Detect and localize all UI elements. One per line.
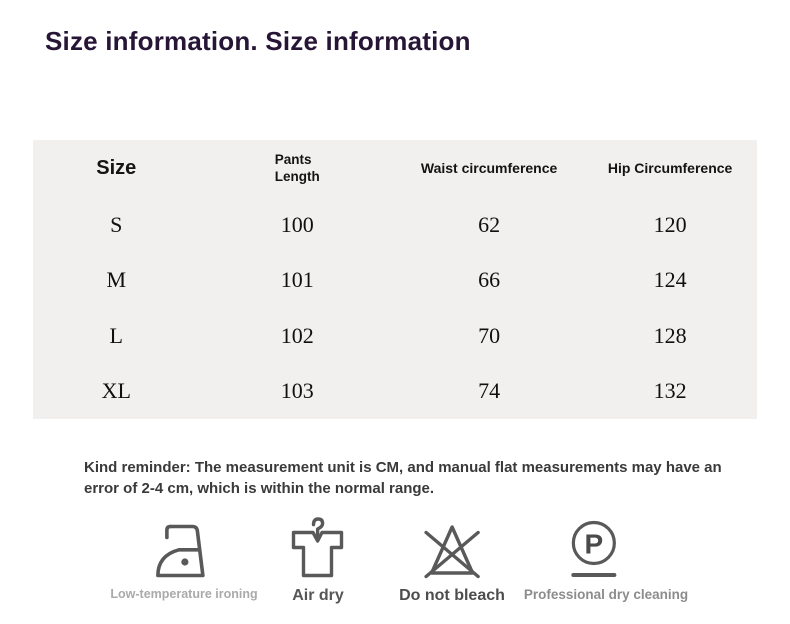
measurement-reminder-text: Kind reminder: The measurement unit is C… — [84, 459, 722, 498]
cell-waist: 74 — [478, 378, 501, 404]
care-instructions-row: Low-temperature ironing Air dry Do not b… — [0, 514, 790, 606]
cell-size: XL — [101, 378, 131, 404]
table-header-row: Size Pants Length Waist circumference Hi… — [33, 140, 757, 197]
cell-pants-length: 103 — [280, 378, 314, 404]
iron-icon — [151, 514, 217, 580]
care-label: Professional dry cleaning — [523, 587, 689, 602]
cell-hip: 120 — [653, 211, 687, 237]
cell-size: L — [109, 322, 123, 348]
header-cell-pants-length: Pants Length — [200, 152, 395, 186]
page-title: Size information. Size information — [45, 26, 471, 56]
care-item-low-temp-ironing: Low-temperature ironing — [110, 514, 258, 601]
table-row-m: M 101 66 124 — [33, 253, 757, 309]
header-cell-waist: Waist circumference — [420, 159, 558, 176]
header-pants-length-text: Pants Length — [274, 151, 320, 184]
cell-hip: 132 — [653, 378, 687, 404]
table-row-s: S 100 62 120 — [33, 197, 757, 253]
care-item-air-dry: Air dry — [288, 514, 348, 605]
circle-p-icon: P — [571, 514, 634, 580]
svg-text:P: P — [585, 529, 604, 560]
table-row-xl: XL 103 74 132 — [33, 364, 757, 420]
care-item-dry-cleaning: P Professional dry cleaning — [524, 514, 688, 602]
cell-waist: 66 — [478, 267, 501, 293]
cell-pants-length: 101 — [280, 267, 314, 293]
care-label: Do not bleach — [399, 587, 505, 604]
cell-hip: 128 — [653, 322, 687, 348]
cell-waist: 70 — [478, 322, 501, 348]
size-table: Size Pants Length Waist circumference Hi… — [33, 140, 757, 419]
cell-pants-length: 102 — [280, 322, 314, 348]
cell-size: M — [106, 267, 127, 293]
care-item-do-not-bleach: Do not bleach — [399, 514, 505, 605]
care-label: Low-temperature ironing — [110, 587, 258, 601]
cell-waist: 62 — [478, 211, 501, 237]
care-label: Air dry — [292, 587, 344, 604]
cell-size: S — [110, 211, 123, 237]
table-row-l: L 102 70 128 — [33, 308, 757, 364]
cell-hip: 124 — [653, 267, 687, 293]
tshirt-hanger-icon — [288, 514, 348, 580]
do-not-bleach-icon — [419, 514, 485, 580]
header-cell-hip: Hip Circumference — [607, 159, 733, 176]
header-cell-size: Size — [96, 157, 137, 179]
cell-pants-length: 100 — [280, 211, 314, 237]
